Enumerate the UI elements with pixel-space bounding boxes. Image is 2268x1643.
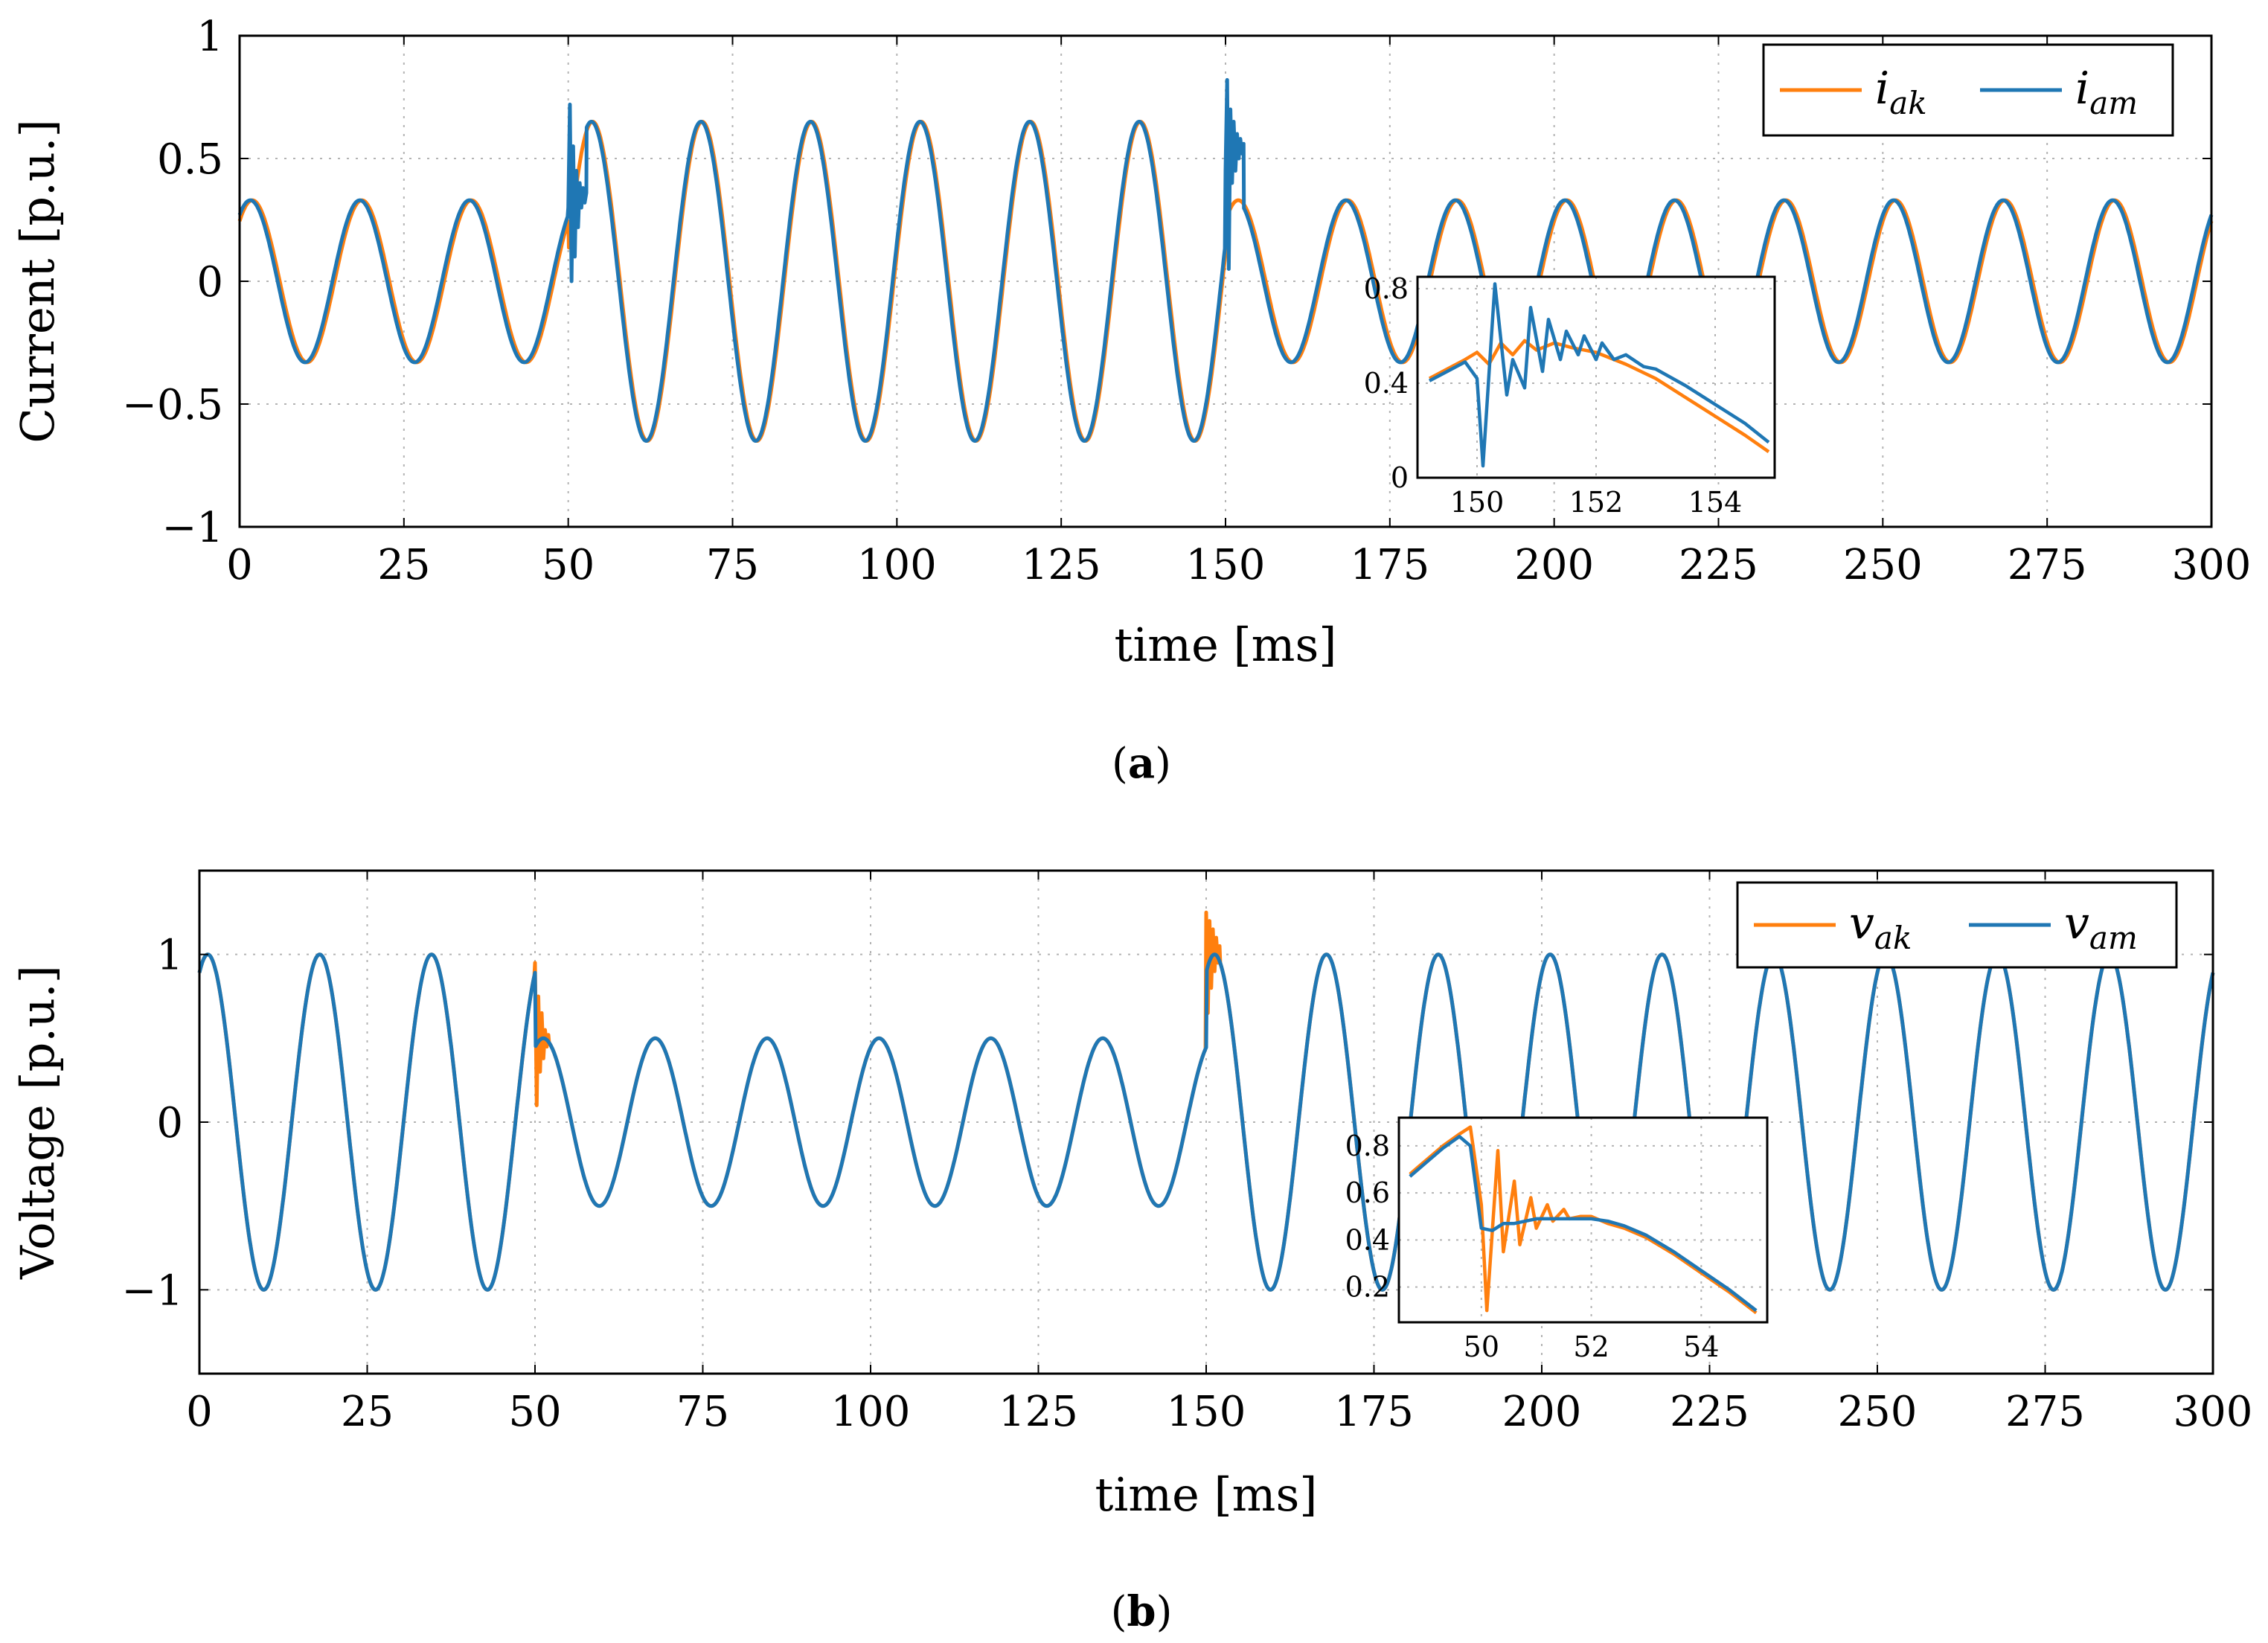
- inset-x-tick-label: 52: [1573, 1330, 1609, 1363]
- y-tick-label: 1: [156, 932, 183, 980]
- chart-b-x-axis-label: time [ms]: [1095, 1467, 1318, 1522]
- x-tick-label: 250: [1843, 541, 1923, 589]
- chart-b-inset: 50 52 54 0.2 0.4 0.6 0.8: [1345, 1116, 1769, 1363]
- y-tick-label: 1: [196, 13, 223, 61]
- x-tick-label: 125: [999, 1388, 1078, 1436]
- inset-y-tick-label: 0.4: [1364, 367, 1409, 400]
- inset-series-line-i-am: [1428, 282, 1770, 468]
- inset-series-line-v-ak: [1409, 1125, 1758, 1315]
- chart-a-caption: (a): [1112, 739, 1171, 788]
- x-tick-label: 50: [508, 1388, 561, 1436]
- inset-x-tick-label: 150: [1450, 486, 1505, 519]
- inset-y-tick-label: 0.2: [1345, 1271, 1390, 1304]
- chart-a-inset: 150 152 154 0 0.4 0.8: [1364, 272, 1776, 519]
- chart-b-y-axis-label: Voltage [p.u.]: [10, 965, 65, 1280]
- inset-y-tick-label: 0.4: [1345, 1223, 1390, 1256]
- x-tick-label: 25: [341, 1388, 394, 1436]
- legend-label-i-am: iam: [2075, 63, 2138, 121]
- chart-a-legend: iak iam: [1762, 43, 2174, 137]
- x-tick-label: 75: [676, 1388, 729, 1436]
- chart-b: 0 25 50 75 100 125 150 175 200 225 250 275 300 −1 0 1 t…: [10, 869, 2252, 1636]
- x-tick-label: 25: [377, 541, 430, 589]
- inset-y-tick-label: 0: [1391, 461, 1409, 494]
- inset-y-tick-label: 0.6: [1345, 1176, 1390, 1209]
- x-tick-label: 200: [1514, 541, 1594, 589]
- x-tick-label: 75: [706, 541, 759, 589]
- inset-x-tick-label: 154: [1688, 486, 1743, 519]
- x-tick-label: 150: [1186, 541, 1266, 589]
- inset-x-tick-label: 152: [1569, 486, 1624, 519]
- chart-b-tick-labels: 0 25 50 75 100 125 150 175 200 225 250 275 300 −1 0 1: [121, 871, 2252, 1436]
- inset-frame: [1416, 275, 1776, 479]
- legend-label-i-ak: iak: [1875, 63, 1927, 121]
- x-tick-label: 250: [1838, 1388, 1918, 1436]
- inset-x-tick-label: 50: [1464, 1330, 1499, 1363]
- x-tick-label: 225: [1679, 541, 1758, 589]
- inset-series-line-v-am: [1409, 1135, 1758, 1312]
- legend-label-v-am: vam: [2064, 897, 2138, 956]
- x-tick-label: 100: [857, 541, 937, 589]
- x-tick-label: 225: [1670, 1388, 1749, 1436]
- x-tick-label: 175: [1350, 541, 1429, 589]
- x-tick-label: 150: [1167, 1388, 1246, 1436]
- x-tick-label: 0: [226, 541, 253, 589]
- x-tick-label: 300: [2172, 541, 2252, 589]
- chart-a: 0 25 50 75 100 125 150 175 200 225 250 275 300−1−0.5…: [10, 13, 2251, 788]
- chart-a-x-axis-label: time [ms]: [1115, 618, 1337, 672]
- x-tick-label: 300: [2174, 1388, 2253, 1436]
- chart-a-lines: [237, 77, 2214, 443]
- inset-y-tick-label: 0.8: [1364, 272, 1409, 305]
- chart-a-tick-labels: 0 25 50 75 100 125 150 175 200 225 250 275 300−1−0.5…: [122, 13, 2251, 589]
- y-tick-label: 0: [196, 258, 223, 307]
- x-tick-label: 275: [2005, 1388, 2085, 1436]
- inset-y-tick-label: 0.8: [1345, 1130, 1390, 1162]
- chart-b-caption: (b): [1111, 1587, 1173, 1636]
- inset-frame: [1397, 1116, 1769, 1324]
- legend-label-v-ak: vak: [1849, 897, 1912, 956]
- series-line-i-am: [237, 77, 2214, 443]
- y-tick-label: −0.5: [122, 381, 223, 429]
- x-tick-label: 50: [542, 541, 595, 589]
- y-tick-label: 0: [156, 1099, 183, 1147]
- chart-b-lines: [197, 910, 2215, 1292]
- y-tick-label: 0.5: [157, 135, 223, 184]
- x-tick-label: 125: [1022, 541, 1101, 589]
- inset-x-tick-label: 54: [1683, 1330, 1719, 1363]
- series-line-v-am: [197, 952, 2215, 1292]
- chart-a-y-axis-label: Current [p.u.]: [10, 119, 65, 443]
- x-tick-label: 175: [1334, 1388, 1414, 1436]
- x-tick-label: 275: [2008, 541, 2087, 589]
- x-tick-label: 0: [186, 1388, 213, 1436]
- chart-b-legend: vak vam: [1736, 881, 2178, 969]
- x-tick-label: 200: [1502, 1388, 1582, 1436]
- y-tick-label: −1: [121, 1266, 183, 1315]
- x-tick-label: 100: [831, 1388, 911, 1436]
- y-tick-label: −1: [161, 504, 223, 552]
